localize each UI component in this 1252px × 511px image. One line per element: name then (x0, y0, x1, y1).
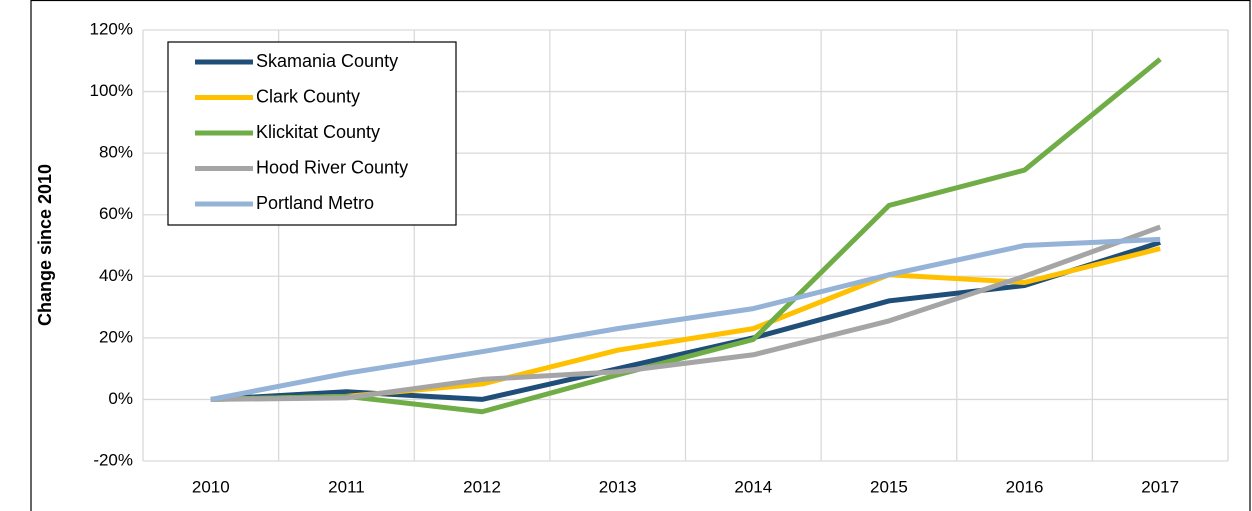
x-tick-label: 2014 (734, 477, 772, 496)
series-line (210, 57, 1162, 415)
legend-label: Skamania County (256, 51, 398, 71)
y-tick-label: -20% (93, 450, 133, 469)
series-line (210, 236, 1161, 402)
y-tick-label: 20% (99, 327, 133, 346)
legend-label: Portland Metro (256, 193, 374, 213)
x-tick-label: 2010 (192, 477, 230, 496)
series-line (210, 224, 1162, 402)
y-tick-label: 120% (90, 19, 133, 38)
x-tick-label: 2013 (599, 477, 637, 496)
x-tick-label: 2015 (870, 477, 908, 496)
x-tick-label: 2011 (328, 477, 365, 496)
x-tick-label: 2016 (1006, 477, 1044, 496)
y-tick-label: 100% (90, 81, 133, 100)
x-tick-label: 2012 (463, 477, 501, 496)
legend-label: Hood River County (256, 157, 408, 177)
legend-label: Klickitat County (256, 122, 380, 142)
y-axis-label: Change since 2010 (35, 164, 55, 326)
legend-label: Clark County (256, 86, 360, 106)
x-tick-label: 2017 (1141, 477, 1179, 496)
y-tick-label: 80% (99, 143, 133, 162)
y-tick-label: 0% (108, 389, 133, 408)
y-tick-label: 60% (99, 204, 133, 223)
y-tick-label: 40% (99, 266, 133, 285)
